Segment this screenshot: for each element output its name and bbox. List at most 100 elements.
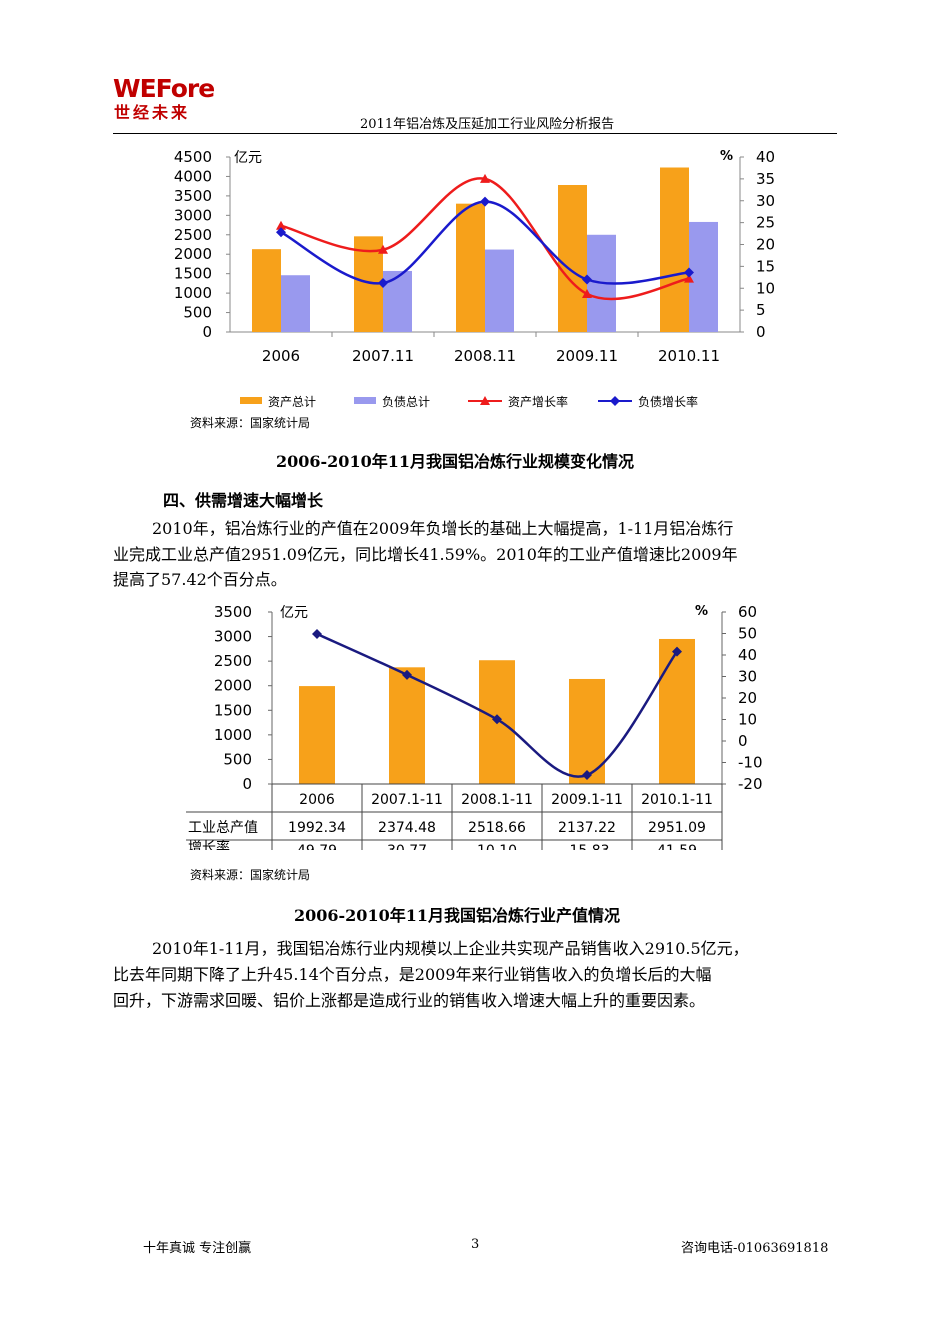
footer-slogan: 十年真诚 专注创赢 — [143, 1241, 252, 1256]
table-clip — [180, 850, 780, 860]
x-tick-label: 2009.1-11 — [551, 792, 623, 808]
line-point — [378, 244, 388, 254]
para1-line2: 业完成工业总产值2951.09亿元，同比增长41.59%。2010年的工业产值增… — [113, 545, 738, 564]
right-tick-label: -10 — [738, 754, 763, 772]
left-axis-unit: 亿元 — [234, 150, 262, 166]
x-tick-label: 2010.1-11 — [641, 792, 713, 808]
bar-assets — [252, 249, 281, 332]
scale-change-chart: 0500100015002000250030003500400045000510… — [174, 148, 775, 409]
bar-liabilities — [689, 221, 718, 332]
x-tick-label: 2007.11 — [352, 347, 414, 365]
bar-liabilities — [281, 275, 310, 332]
line-point — [582, 770, 592, 781]
para2-line1: 2010年1-11月，我国铝冶炼行业内规模以上企业共实现产品销售收入2910.5… — [152, 939, 749, 958]
right-axis-unit: % — [720, 149, 733, 164]
legend-label: 资产增长率 — [508, 394, 568, 409]
x-tick-label: 2006 — [299, 792, 335, 808]
legend-label: 资产总计 — [268, 395, 316, 409]
line-point — [480, 196, 490, 207]
line-point — [684, 273, 694, 283]
chart1-source: 资料来源：国家统计局 — [190, 416, 311, 430]
left-axis-unit: 亿元 — [280, 605, 308, 621]
chart2-source: 资料来源：国家统计局 — [190, 868, 311, 882]
right-tick-label: 10 — [756, 279, 775, 297]
line-point — [276, 220, 286, 230]
output-value-chart: 0 500 1000 1500 2000 2500 3000 3500 -20 -10 0 10 20 3… — [180, 603, 780, 860]
x-tick-label: 2007.1-11 — [371, 792, 443, 808]
right-tick-label: 0 — [756, 323, 766, 341]
x-tick-label: 2008.11 — [454, 347, 516, 365]
x-tick-label: 2006 — [262, 347, 300, 365]
chart1-caption: 2006-2010年11月我国铝冶炼行业规模变化情况 — [276, 452, 634, 471]
bar-liabilities — [485, 249, 514, 332]
right-tick-label: 0 — [738, 732, 748, 750]
right-tick-label: 15 — [756, 257, 775, 275]
left-tick-label: 2500 — [214, 652, 252, 670]
left-tick-label: 500 — [223, 750, 252, 768]
left-tick-label: 3000 — [214, 628, 252, 646]
right-tick-label: 20 — [738, 689, 757, 707]
legend-marker — [610, 396, 620, 406]
line-point — [492, 714, 502, 725]
header-divider — [113, 133, 837, 134]
line-point — [582, 288, 592, 298]
legend-marker — [480, 396, 490, 405]
bar-assets — [558, 185, 587, 332]
brand-tagline: 世经未来 — [114, 103, 191, 122]
right-tick-label: 25 — [756, 214, 775, 232]
bar-output-value — [389, 667, 425, 784]
left-tick-label: 0 — [202, 323, 212, 341]
right-tick-label: 35 — [756, 170, 775, 188]
table-cell: 2951.09 — [648, 820, 706, 836]
x-tick-label: 2009.11 — [556, 347, 618, 365]
left-tick-label: 3500 — [214, 603, 252, 621]
right-tick-label: 30 — [756, 192, 775, 210]
left-tick-label: 3000 — [174, 206, 212, 224]
para2-line2: 比去年同期下降了上升45.14个百分点，是2009年来行业销售收入的负增长后的大… — [113, 965, 712, 984]
table-cell: 2374.48 — [378, 820, 436, 836]
left-tick-label: 500 — [183, 304, 212, 322]
right-tick-label: 5 — [756, 301, 766, 319]
chart2-caption: 2006-2010年11月我国铝冶炼行业产值情况 — [294, 906, 620, 925]
left-tick-label: 1000 — [214, 726, 252, 744]
right-tick-label: 60 — [738, 603, 757, 621]
legend-swatch — [240, 397, 262, 404]
line-point — [684, 267, 694, 278]
page-number: 3 — [471, 1237, 480, 1252]
table-cell: 1992.34 — [288, 820, 346, 836]
right-tick-label: 10 — [738, 711, 757, 729]
line-growth-rate — [316, 632, 679, 778]
left-tick-label: 1500 — [214, 701, 252, 719]
x-tick-label: 2010.11 — [658, 347, 720, 365]
bar-liabilities — [383, 270, 412, 332]
table-cell: 2518.66 — [468, 820, 526, 836]
right-axis-unit: % — [695, 604, 708, 619]
para1-line3: 提高了57.42个百分点。 — [113, 570, 287, 589]
right-tick-label: 20 — [756, 236, 775, 254]
bar-output-value — [299, 686, 335, 784]
brand-logo: WEFore — [113, 74, 215, 103]
left-tick-label: 1000 — [174, 284, 212, 302]
bar-assets — [456, 203, 485, 332]
table-cell: 2137.22 — [558, 820, 616, 836]
right-tick-label: 50 — [738, 625, 757, 643]
left-tick-label: 4500 — [174, 148, 212, 166]
left-tick-label: 4000 — [174, 167, 212, 185]
right-tick-label: 30 — [738, 668, 757, 686]
left-tick-label: 3500 — [174, 187, 212, 205]
right-tick-label: 40 — [756, 148, 775, 166]
left-tick-label: 2500 — [174, 226, 212, 244]
footer-phone: 咨询电话-01063691818 — [681, 1241, 829, 1256]
line-point — [402, 669, 412, 680]
left-tick-label: 0 — [242, 775, 252, 793]
line-point — [276, 227, 286, 238]
legend-label: 负债增长率 — [638, 394, 698, 409]
right-tick-label: -20 — [738, 775, 763, 793]
bar-output-value — [659, 638, 695, 784]
line-point — [312, 628, 322, 639]
line-point — [480, 173, 490, 183]
left-tick-label: 1500 — [174, 265, 212, 283]
left-tick-label: 2000 — [174, 245, 212, 263]
legend-label: 负债总计 — [382, 395, 430, 409]
para2-line3: 回升，下游需求回暖、铝价上涨都是造成行业的销售收入增速大幅上升的重要因素。 — [113, 991, 706, 1010]
